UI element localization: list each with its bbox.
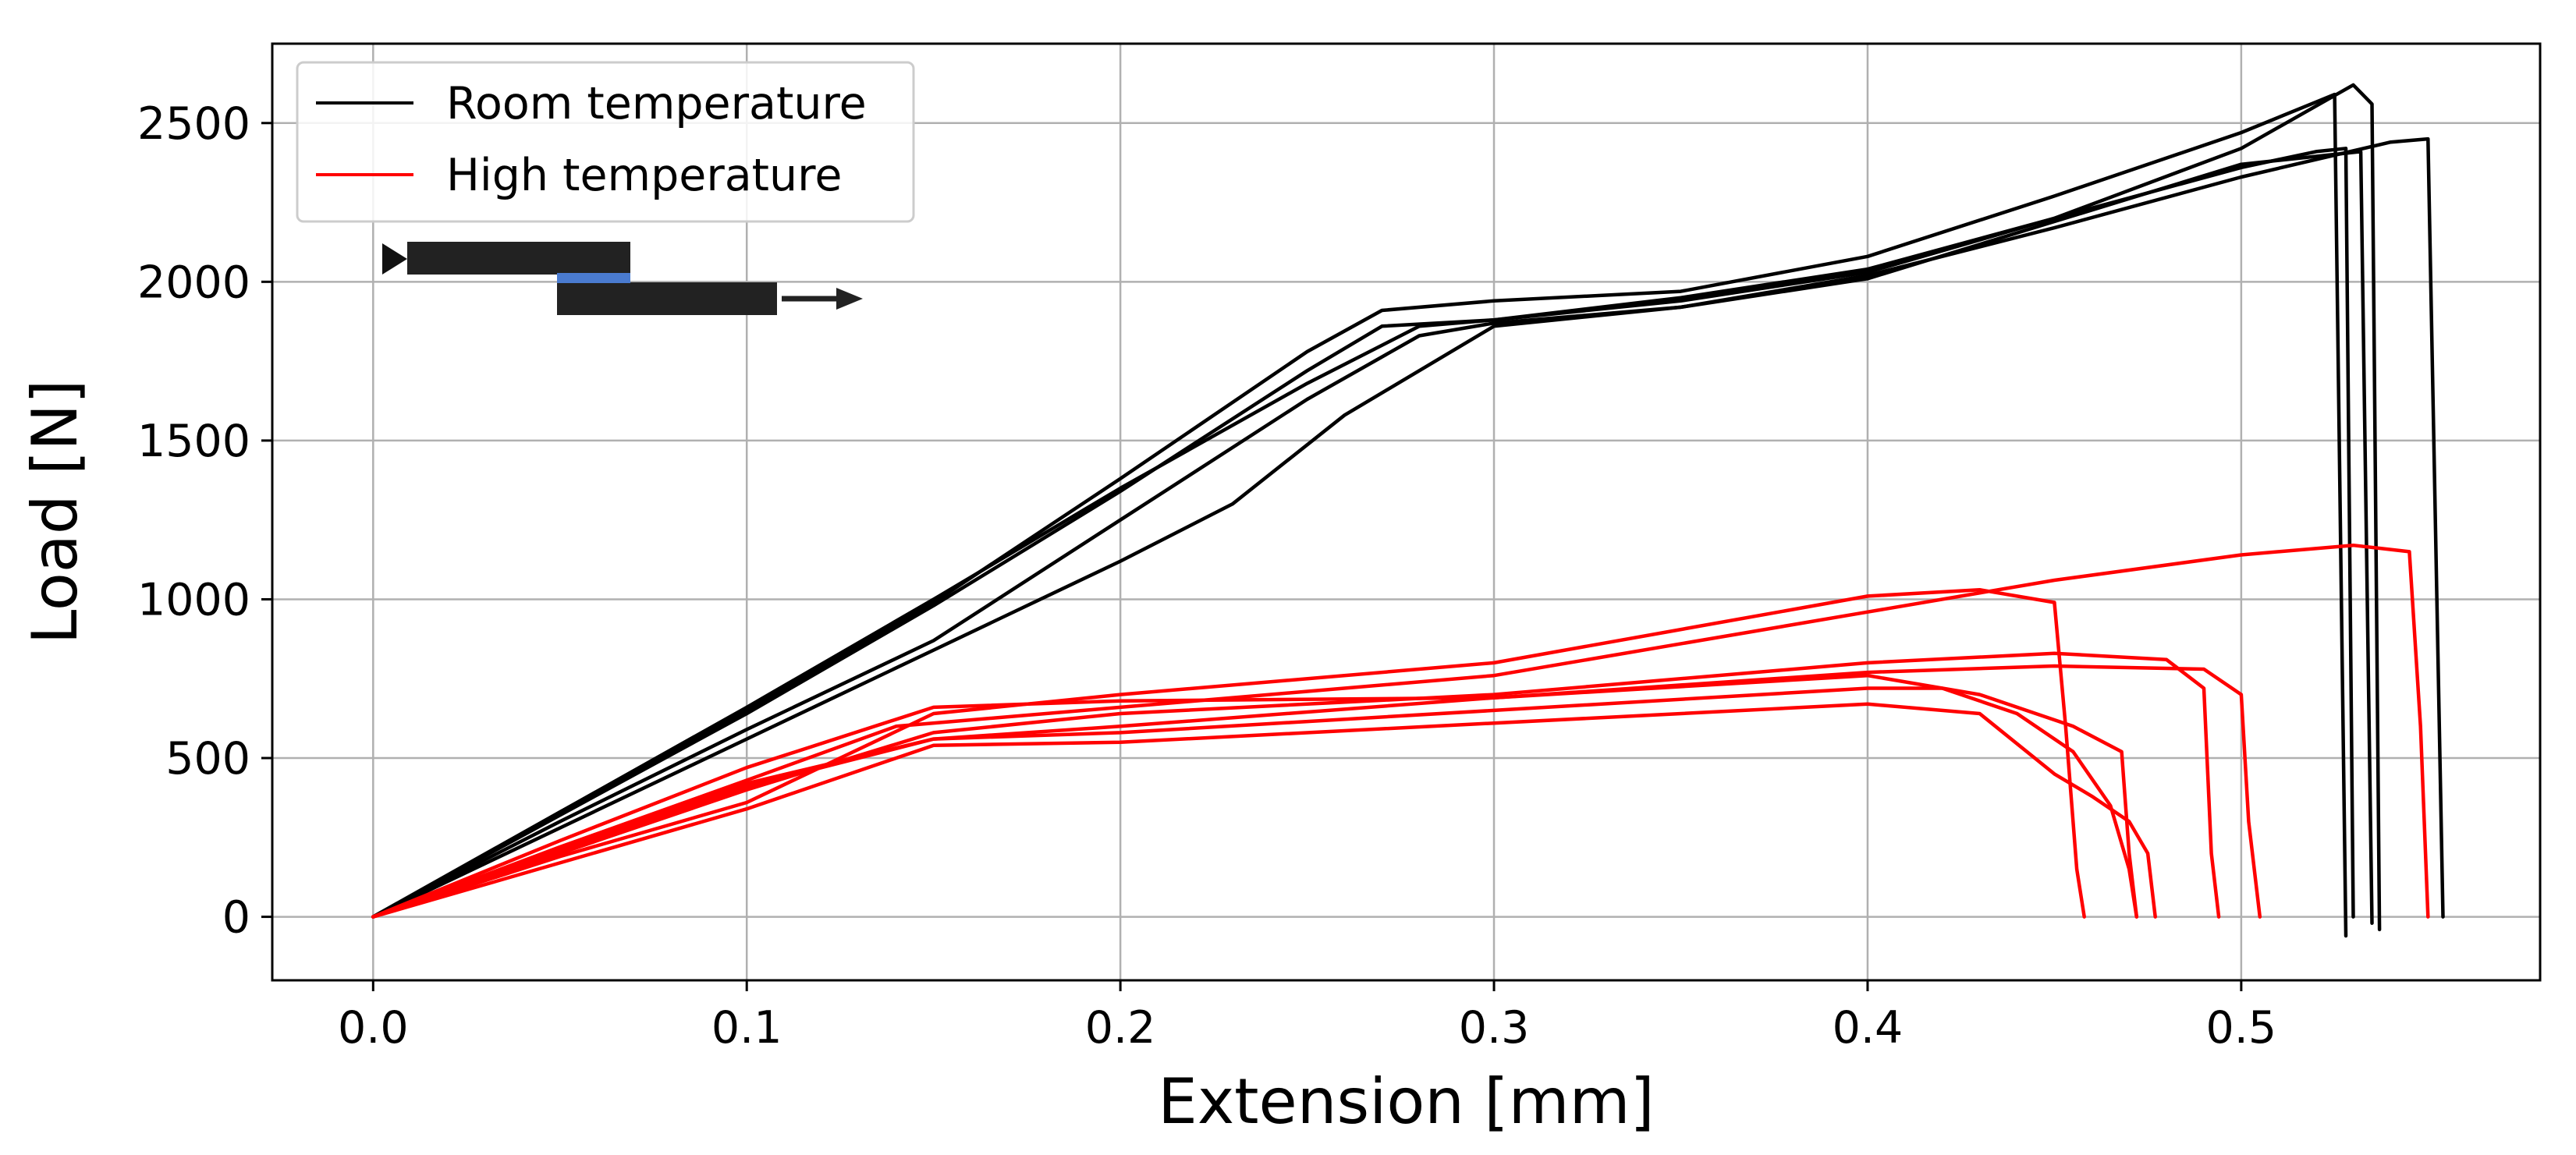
series-line-room-temperature-1 <box>371 83 2382 932</box>
series-line-high-temperature-6 <box>371 543 2430 919</box>
x-tick-label: 0.5 <box>2206 1002 2277 1054</box>
y-tick-label: 1000 <box>137 574 250 625</box>
adhesive-layer <box>557 273 630 283</box>
single-lap-joint-icon <box>382 242 863 315</box>
y-tick-label: 0 <box>222 892 250 944</box>
lower-adherend <box>557 282 777 315</box>
y-tick-label: 2500 <box>137 98 250 150</box>
legend: Room temperature High temperature <box>296 61 915 223</box>
x-tick-label: 0.4 <box>1833 1002 1904 1054</box>
y-tick-label: 1500 <box>137 416 250 467</box>
legend-label-high-temperature: High temperature <box>446 150 842 201</box>
x-axis-title: Extension [mm] <box>1158 1065 1654 1138</box>
axis-ticks: 0.0 0.1 0.2 0.3 0.4 0.5 0 500 1000 1500 2000 2500 <box>137 98 2276 1054</box>
series-line-room-temperature-3 <box>371 92 2348 938</box>
x-tick-label: 0.2 <box>1085 1002 1156 1054</box>
x-tick-label: 0.0 <box>338 1002 409 1054</box>
series-line-high-temperature-5 <box>371 587 2086 919</box>
legend-box <box>296 61 915 223</box>
grid <box>272 44 2540 980</box>
series-line-high-temperature-10 <box>371 702 2157 919</box>
plot-frame <box>271 42 2542 982</box>
y-tick-label: 500 <box>165 733 250 785</box>
x-tick-label: 0.1 <box>711 1002 782 1054</box>
data-series <box>371 83 2445 938</box>
series-line-high-temperature-9 <box>371 673 2139 919</box>
y-tick-label: 2000 <box>137 257 250 308</box>
series-line-high-temperature-11 <box>371 686 2139 919</box>
series-line-high-temperature-7 <box>371 651 2221 919</box>
x-tick-label: 0.3 <box>1459 1002 1530 1054</box>
series-line-room-temperature-4 <box>371 150 2374 925</box>
legend-label-room-temperature: Room temperature <box>446 78 867 129</box>
fixed-support-icon <box>382 243 407 275</box>
y-axis-title: Load [N] <box>19 380 91 645</box>
pull-arrow-icon <box>836 288 863 310</box>
upper-adherend <box>407 242 630 275</box>
